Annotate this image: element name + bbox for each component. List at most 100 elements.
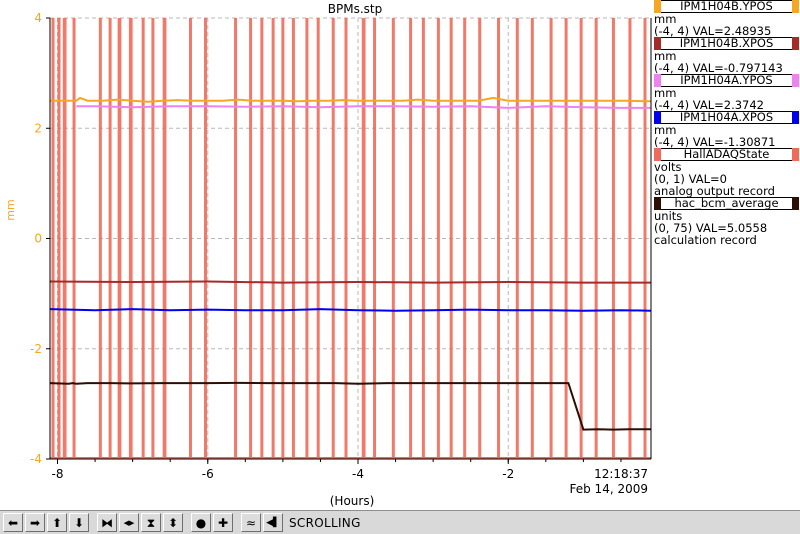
legend-scale-value: (-4, 4) VAL=2.3742	[654, 98, 765, 112]
x-tick-label: -6	[202, 467, 214, 481]
scroll-mode-button[interactable]: ◀▌	[263, 513, 283, 532]
legend-swatch	[792, 197, 799, 210]
daq-state-pulse	[331, 18, 335, 459]
zoom-out-y-button[interactable]: ⬍	[163, 513, 183, 532]
daq-state-pulse	[463, 18, 467, 459]
legend-entry-ipm1h04b-xpos[interactable]: IPM1H04B.XPOS mm (-4, 4) VAL=-0.797143	[653, 37, 800, 74]
legend-name-box[interactable]: hac_bcm_average	[654, 197, 799, 210]
legend-swatch	[654, 197, 661, 210]
daq-state-pulse	[117, 18, 122, 459]
circle-icon: ●	[195, 515, 207, 530]
zoom-out-x-button[interactable]: ◀▶	[119, 513, 139, 532]
legend-swatch	[792, 74, 799, 87]
chart-title: BPMs.stp	[328, 2, 382, 16]
series-lines	[49, 96, 652, 431]
legend-entry-halladaqstate[interactable]: HallADAQState volts (0, 1) VAL=0 analog …	[653, 148, 800, 197]
y-tick-label: -4	[30, 452, 42, 466]
daq-state-pulse	[421, 18, 425, 459]
daq-state-pulse	[611, 18, 615, 459]
legend-swatch	[792, 148, 799, 161]
daq-state-pulse	[643, 18, 647, 459]
zoom-out-x-icon: ◀▶	[123, 518, 135, 527]
waveform-icon: ≈	[245, 515, 257, 530]
axes: 4 2 0 -2 -4 -8 -6 -4 -2	[30, 11, 652, 481]
daq-state-pulse	[579, 18, 583, 459]
legend-name-box[interactable]: IPM1H04B.XPOS	[654, 37, 799, 50]
arrow-right-icon: ➡	[29, 515, 41, 530]
scroll-right-button[interactable]: ➡	[25, 513, 45, 532]
daq-state-pulse	[128, 18, 133, 459]
legend-entry-hac-bcm-average[interactable]: hac_bcm_average units (0, 75) VAL=5.0558…	[653, 197, 800, 246]
legend-series-name: IPM1H04B.XPOS	[679, 36, 774, 50]
legend-name-box[interactable]: HallADAQState	[654, 148, 799, 161]
y-tick-label: -2	[30, 342, 42, 356]
legend-entry-ipm1h04b-ypos[interactable]: IPM1H04B.YPOS mm (-4, 4) VAL=2.48935	[653, 0, 800, 37]
legend-swatch	[792, 0, 799, 13]
daq-state-pulse	[316, 18, 320, 459]
daq-state-pulse	[188, 18, 192, 459]
legend-unit: units	[654, 209, 683, 223]
arrow-left-icon: ⬅	[7, 515, 19, 530]
y-tick-label: 4	[34, 11, 42, 25]
legend-swatch	[654, 37, 661, 50]
autoscale-button[interactable]: ●	[191, 513, 211, 532]
daq-state-pulse	[361, 18, 366, 459]
legend-name-box[interactable]: IPM1H04A.YPOS	[654, 74, 799, 87]
zoom-in-y-button[interactable]: ⧗	[141, 513, 161, 532]
daq-state-pulse	[305, 18, 309, 459]
stripchart-plot[interactable]: 4 2 0 -2 -4 -8 -6 -4 -2 BPMs.stp mm (Hours) 12:1…	[0, 0, 653, 510]
daq-state-pulse	[409, 18, 413, 459]
series-line-ipm1h04a-ypos	[76, 105, 651, 109]
legend-swatch	[792, 37, 799, 50]
daq-state-pulse	[291, 18, 295, 459]
daq-state-pulse	[57, 18, 61, 459]
scroll-left-button[interactable]: ⬅	[3, 513, 23, 532]
x-tick-label: -2	[502, 467, 514, 481]
scroll-mode-icon: ◀▌	[266, 517, 280, 528]
legend-name-box[interactable]: IPM1H04B.YPOS	[654, 0, 799, 13]
series-line-hac-bcm-average	[49, 381, 652, 431]
plot-background	[0, 0, 653, 510]
daq-state-pulse	[478, 18, 482, 459]
scroll-down-button[interactable]: ⬇	[69, 513, 89, 532]
legend-unit: volts	[654, 160, 682, 174]
plus-icon: ✚	[217, 515, 229, 530]
legend-scale-value: (-4, 4) VAL=-0.797143	[654, 61, 783, 75]
legend-swatch	[654, 0, 661, 13]
legend-entry-ipm1h04a-xpos[interactable]: IPM1H04A.XPOS mm (-4, 4) VAL=-1.30871	[653, 111, 800, 148]
zoom-in-x-button[interactable]: ⧓	[97, 513, 117, 532]
legend-series-name: IPM1H04B.YPOS	[680, 0, 773, 13]
daq-state-pulse	[373, 18, 377, 459]
legend-record-type: analog output record	[654, 184, 775, 198]
daq-state-pulse	[271, 18, 275, 459]
legend-name-box[interactable]: IPM1H04A.XPOS	[654, 111, 799, 124]
x-axis-label: (Hours)	[330, 494, 375, 508]
arrow-up-icon: ⬆	[51, 515, 63, 530]
daq-state-pulse	[564, 18, 568, 459]
legend-scale-value: (-4, 4) VAL=2.48935	[654, 24, 772, 38]
daq-state-pulse	[449, 18, 453, 459]
series-line-ipm1h04b-xpos	[49, 280, 651, 284]
legend-swatch	[654, 111, 661, 124]
autozoom-button[interactable]: ≈	[241, 513, 261, 532]
add-button[interactable]: ✚	[213, 513, 233, 532]
y-tick-label: 2	[34, 121, 42, 135]
daq-state-pulse	[436, 18, 440, 459]
daq-state-pulse	[141, 18, 145, 459]
zoom-in-x-icon: ⧓	[101, 515, 113, 530]
toolbar: ⬅ ➡ ⬆ ⬇ ⧓ ◀▶ ⧗ ⬍ ● ✚ ≈ ◀▌ SCROLLING	[0, 510, 800, 534]
daq-state-pulse	[344, 18, 348, 459]
daq-state-pulse	[260, 18, 264, 459]
zoom-in-y-icon: ⧗	[146, 515, 156, 530]
daq-state-pulse	[204, 18, 208, 459]
daq-state-pulse	[234, 18, 238, 459]
daq-state-pulse	[594, 18, 598, 459]
legend-scale-value: (-4, 4) VAL=-1.30871	[654, 135, 776, 149]
daq-state-pulse	[72, 18, 76, 459]
scroll-up-button[interactable]: ⬆	[47, 513, 67, 532]
legend-unit: mm	[654, 86, 677, 100]
time-label: 12:18:37	[594, 467, 648, 481]
legend-swatch	[792, 111, 799, 124]
daq-state-pulse	[249, 18, 253, 459]
legend-entry-ipm1h04a-ypos[interactable]: IPM1H04A.YPOS mm (-4, 4) VAL=2.3742	[653, 74, 800, 111]
